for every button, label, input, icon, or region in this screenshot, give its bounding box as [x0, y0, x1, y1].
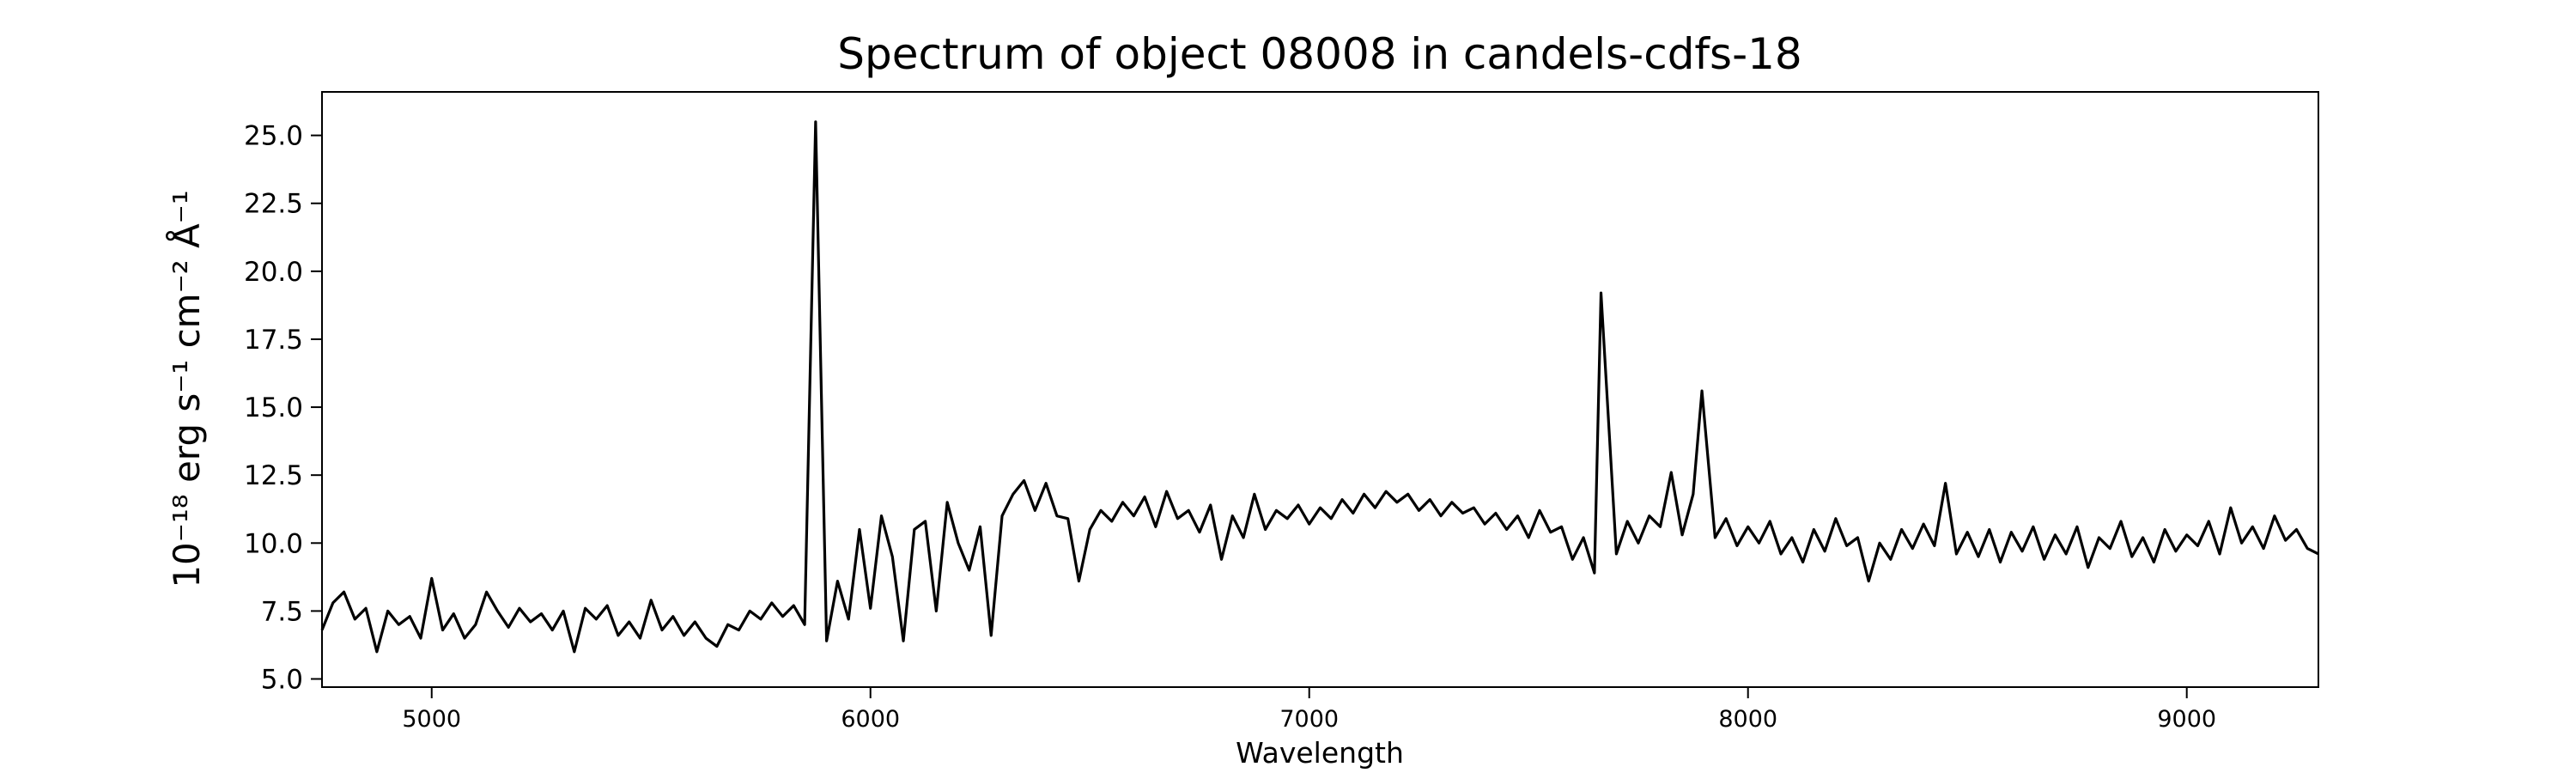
- y-tick-label: 10.0: [244, 528, 303, 559]
- x-tick-label: 9000: [2157, 706, 2216, 733]
- y-tick-label: 12.5: [244, 460, 303, 491]
- x-axis-label: Wavelength: [1236, 736, 1404, 770]
- spectrum-line: [320, 120, 2319, 654]
- y-axis-label: 10⁻¹⁸ erg s⁻¹ cm⁻² Å⁻¹: [165, 190, 208, 587]
- y-tick-label: 17.5: [244, 325, 303, 356]
- chart-title: Spectrum of object 08008 in candels-cdfs…: [837, 29, 1802, 79]
- y-tick-label: 5.0: [261, 665, 303, 696]
- y-tick-label: 15.0: [244, 393, 303, 423]
- y-tick-label: 7.5: [261, 596, 303, 627]
- y-tick-label: 22.5: [244, 189, 303, 220]
- x-tick-label: 6000: [841, 706, 900, 733]
- y-tick-label: 25.0: [244, 121, 303, 152]
- x-tick-label: 7000: [1279, 706, 1339, 733]
- x-tick-label: 5000: [402, 706, 461, 733]
- plot-frame: [321, 91, 2319, 688]
- x-tick-label: 8000: [1718, 706, 1777, 733]
- y-tick-label: 20.0: [244, 257, 303, 288]
